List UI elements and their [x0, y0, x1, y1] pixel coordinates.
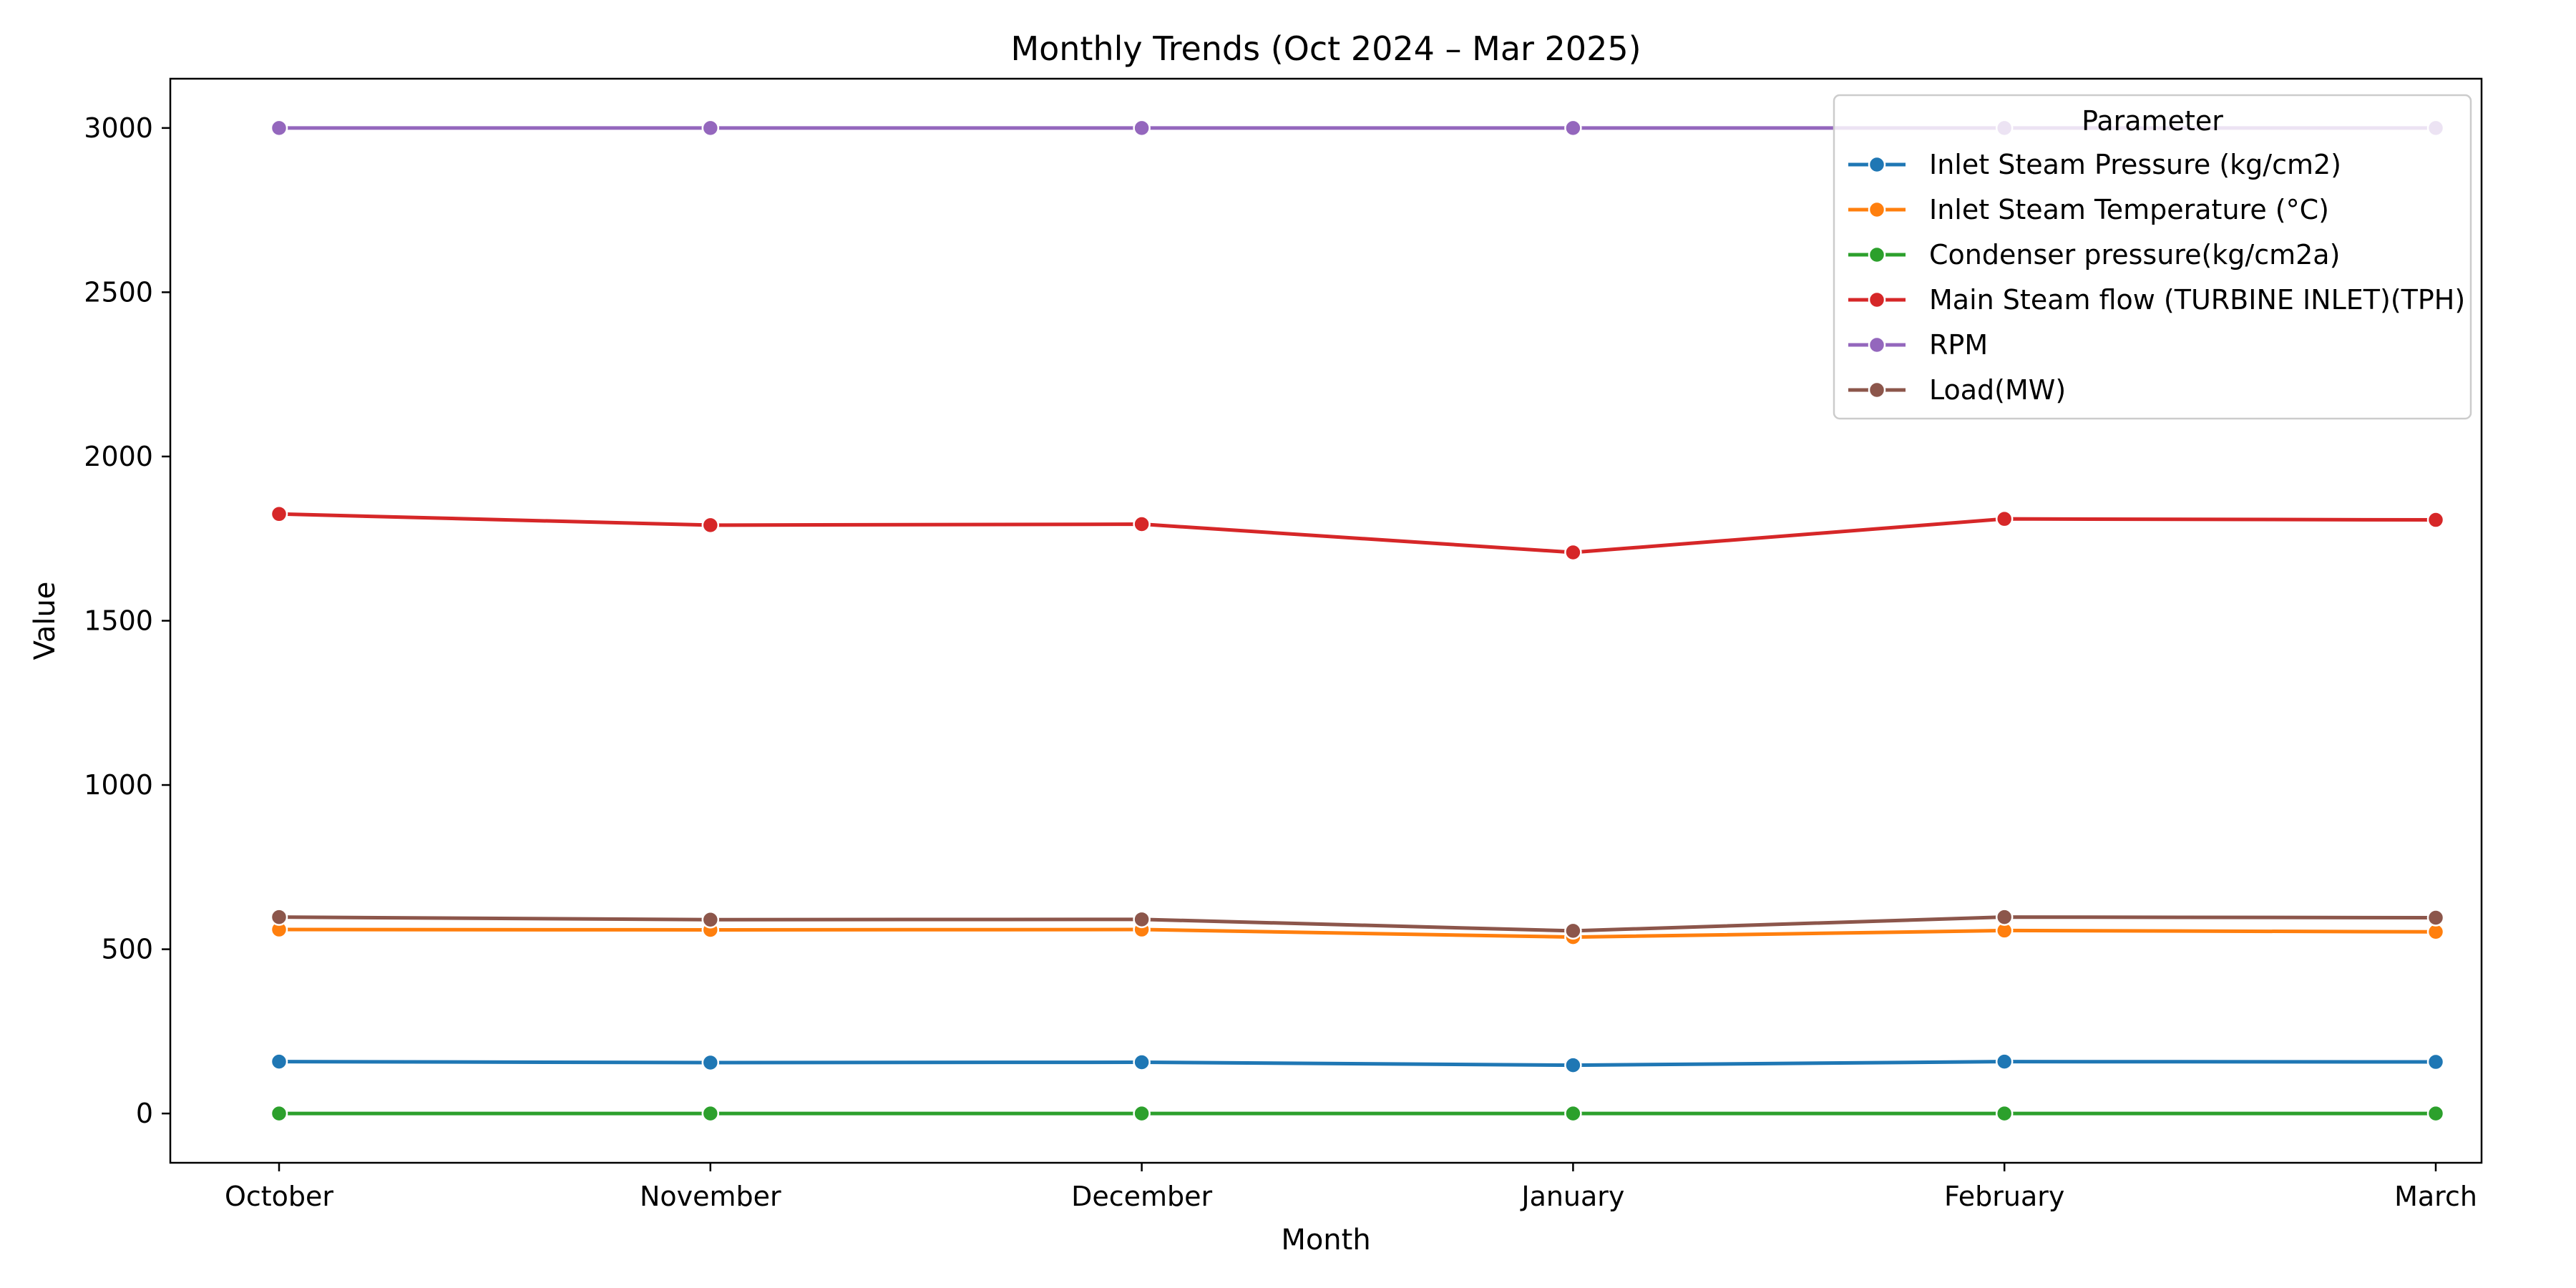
data-point [701, 1104, 720, 1123]
y-tick-label: 3000 [84, 112, 153, 144]
data-point [1564, 1104, 1582, 1123]
data-point [270, 1104, 288, 1123]
legend-swatch-marker [1868, 291, 1886, 309]
data-point [270, 908, 288, 926]
series-5 [270, 908, 2445, 940]
legend-entry: Inlet Steam Pressure (kg/cm2) [1848, 149, 2341, 180]
data-point [1995, 908, 2014, 926]
legend-entry: Condenser pressure(kg/cm2a) [1848, 239, 2340, 270]
series-line [278, 1060, 2436, 1068]
legend-label: Load(MW) [1929, 374, 2066, 406]
x-tick-label: March [2394, 1181, 2477, 1212]
legend-box [1833, 94, 2472, 420]
data-point [701, 516, 720, 535]
x-tick-label: October [225, 1181, 333, 1212]
data-point [2426, 511, 2445, 529]
legend-swatch-marker [1868, 245, 1886, 264]
series-line [278, 927, 2436, 940]
data-point [1995, 509, 2014, 528]
data-point [2426, 909, 2445, 927]
legend-entry: RPM [1848, 329, 1988, 361]
x-axis-title: Month [1281, 1224, 1370, 1257]
y-axis-title: Value [29, 582, 62, 660]
legend: Parameter Inlet Steam Pressure (kg/cm2) In… [1833, 94, 2472, 420]
data-point [1133, 1104, 1151, 1123]
series-0 [270, 1053, 2445, 1074]
legend-title: Parameter [2082, 105, 2223, 137]
y-tick-label: 500 [101, 934, 153, 965]
y-tick-label: 1000 [84, 769, 153, 801]
data-point [1564, 1056, 1582, 1074]
legend-label: Inlet Steam Temperature (°C) [1929, 194, 2329, 225]
x-tick-label: November [640, 1181, 781, 1212]
legend-label: Condenser pressure(kg/cm2a) [1929, 239, 2340, 270]
y-tick-label: 2500 [84, 276, 153, 308]
series-line [278, 915, 2436, 933]
y-axis: 0 500 1000 1500 2000 2500 3000 [84, 112, 170, 1129]
x-axis: October November December January February Ma… [225, 1163, 2477, 1212]
data-point [2426, 1053, 2445, 1071]
data-point [270, 1053, 288, 1070]
legend-swatch-marker [1868, 381, 1886, 399]
data-point [1133, 119, 1151, 137]
data-point [1133, 1053, 1151, 1071]
legend-entry: Load(MW) [1848, 374, 2066, 406]
legend-swatch-marker [1868, 336, 1886, 354]
series-2 [270, 1104, 2445, 1123]
legend-entry: Inlet Steam Temperature (°C) [1848, 194, 2329, 225]
series-layer [270, 119, 2445, 1123]
y-tick-label: 2000 [84, 441, 153, 472]
data-point [1995, 1053, 2014, 1070]
y-tick-label: 0 [136, 1098, 153, 1129]
x-tick-label: December [1071, 1181, 1212, 1212]
series-line [278, 512, 2436, 555]
legend-label: Inlet Steam Pressure (kg/cm2) [1929, 149, 2341, 180]
data-point [1564, 543, 1582, 562]
data-point [1133, 515, 1151, 533]
legend-entry: Main Steam flow (TURBINE INLET)(TPH) [1848, 284, 2465, 316]
data-point [270, 505, 288, 523]
data-point [1564, 119, 1582, 137]
data-point [1995, 1104, 2014, 1123]
data-point [2426, 1104, 2445, 1123]
data-point [701, 119, 720, 137]
x-tick-label: February [1944, 1181, 2064, 1212]
data-point [701, 1053, 720, 1072]
legend-label: Main Steam flow (TURBINE INLET)(TPH) [1929, 284, 2465, 316]
y-tick-label: 1500 [84, 605, 153, 637]
x-tick-label: January [1520, 1181, 1624, 1212]
legend-swatch-marker [1868, 200, 1886, 219]
legend-swatch-marker [1868, 155, 1886, 174]
data-point [1133, 910, 1151, 929]
series-3 [270, 505, 2445, 562]
data-point [701, 911, 720, 929]
data-point [1564, 922, 1582, 940]
data-point [270, 119, 288, 137]
chart-title: Monthly Trends (Oct 2024 – Mar 2025) [1010, 29, 1641, 68]
legend-label: RPM [1929, 329, 1988, 361]
